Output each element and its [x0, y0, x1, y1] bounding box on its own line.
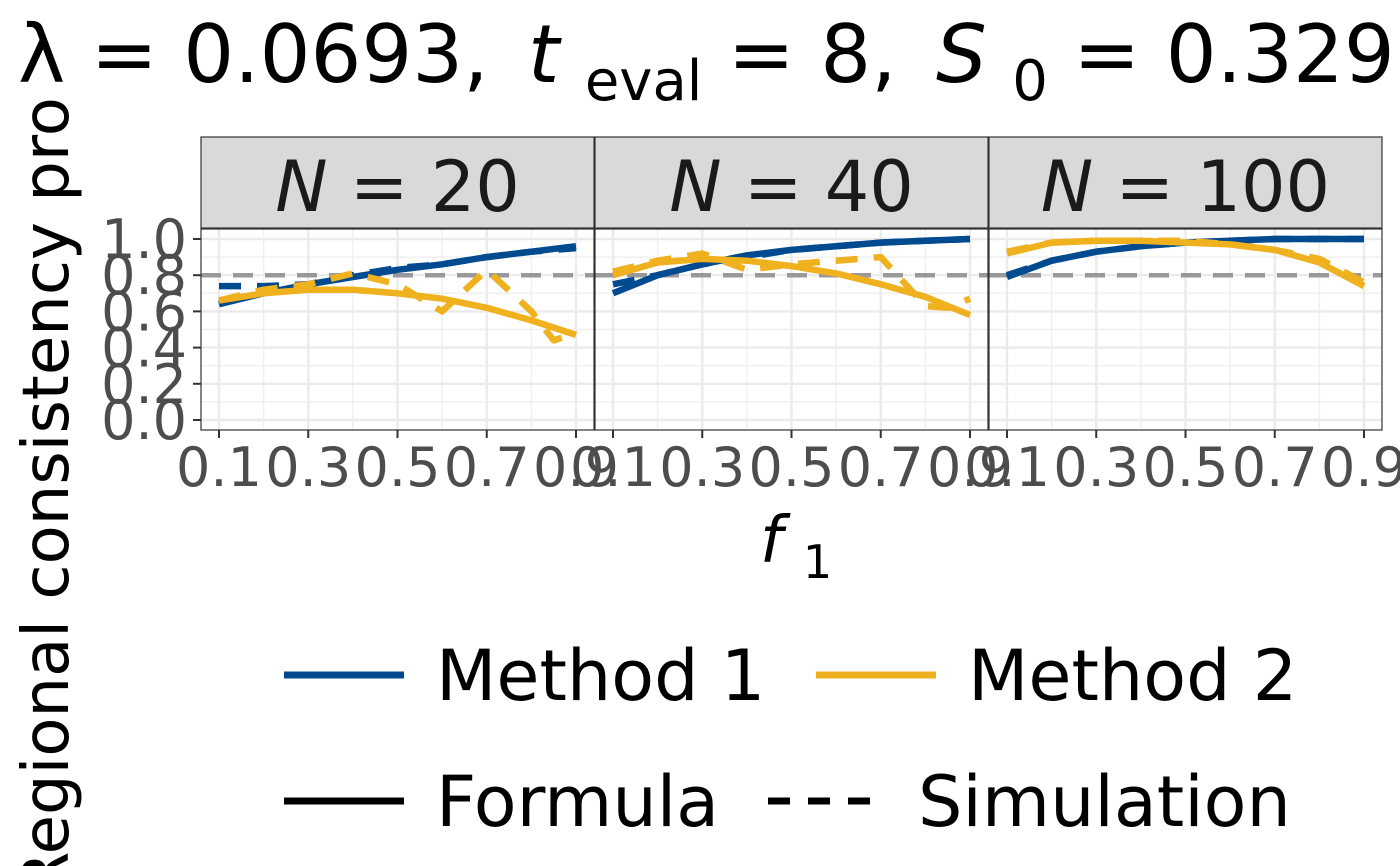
x-tick-label: 0.7: [444, 436, 530, 499]
panels: N = 200.1 0.3 0.5 0.7 0.9N = 400.1 0.3 0.5 0.7 0…: [176, 136, 1400, 499]
x-axis-ticks: 0.1 0.3 0.5 0.7 0.9: [176, 430, 619, 499]
x-tick-label: 0.7: [838, 436, 924, 499]
x-tick-label: 0.3: [265, 436, 351, 499]
facet-strip: [594, 136, 989, 229]
legend-label-simulation: Simulation: [918, 761, 1291, 843]
x-tick-label: 0.7: [1232, 436, 1318, 499]
y-tick-label: 0.8: [101, 244, 187, 307]
series-line-method-2-simulation: [218, 266, 578, 344]
panel-2: N = 40 0.1 0.3 0.5 0.7 0.9: [570, 136, 1013, 499]
x-axis-label-main: f: [760, 504, 791, 578]
y-tick-label: 0.6: [101, 280, 187, 343]
x-tick-label: 0.9: [927, 436, 1013, 499]
panel-1: N = 20 0.1 0.3 0.5 0.7 0.9: [176, 136, 619, 499]
legend-item-method2: Method 2: [816, 635, 1297, 717]
y-axis: 0.00.20.40.60.81.0: [101, 208, 201, 452]
y-axis-label: Regional consistency pro: [10, 97, 84, 866]
y-tick-label: 0.2: [101, 353, 187, 416]
title-s-rest: = 0.329: [1073, 8, 1394, 101]
title-s: S: [936, 8, 987, 101]
title-t-rest: = 8,: [728, 8, 897, 101]
facet-strip-label: N = 20: [275, 146, 520, 228]
facet-strip-label: N = 40: [669, 146, 914, 228]
x-tick-label: 0.5: [1143, 436, 1229, 499]
x-axis-label-sub: 1: [803, 535, 832, 589]
x-tick-label: 0.3: [1053, 436, 1139, 499]
legend-item-simulation: Simulation: [768, 761, 1291, 843]
panel-3: N = 100 0.1 0.3 0.5 0.7 0.9: [964, 136, 1400, 499]
facet-strip-label: N = 100: [1041, 146, 1330, 228]
facet-strip: [200, 136, 595, 229]
legend-label-formula: Formula: [436, 761, 719, 843]
y-tick-label: 0.0: [101, 389, 187, 452]
series-line-method-2-formula: [1006, 237, 1366, 289]
legend-item-method1: Method 1: [284, 635, 765, 717]
chart-title: λ = 0.0693, t eval = 8, S 0 = 0.329: [18, 8, 1395, 119]
y-tick-label: 1.0: [101, 208, 187, 271]
series-line-method-1-formula: [611, 235, 971, 297]
series-line-method-2-formula: [218, 286, 578, 338]
series-line-method-2-simulation: [612, 250, 972, 312]
x-tick-label: 0.5: [749, 436, 835, 499]
title-lambda: λ = 0.0693,: [18, 8, 489, 101]
x-axis-ticks: 0.1 0.3 0.5 0.7 0.9: [964, 430, 1400, 499]
x-tick-label: 0.1: [570, 436, 656, 499]
title-s-sub: 0: [1012, 49, 1048, 114]
x-tick-label: 0.9: [533, 436, 619, 499]
legend: Method 1 Method 2 Formula Simulation: [284, 635, 1297, 843]
x-tick-label: 0.3: [659, 436, 745, 499]
x-tick-label: 0.1: [964, 436, 1050, 499]
title-t: t: [528, 8, 562, 101]
x-tick-label: 0.9: [1321, 436, 1400, 499]
legend-label-method1: Method 1: [436, 635, 765, 717]
facet-strip: [988, 136, 1383, 229]
legend-label-method2: Method 2: [968, 635, 1297, 717]
x-tick-label: 0.5: [355, 436, 441, 499]
x-axis-label: f 1: [760, 504, 832, 589]
series-line-method-1-simulation: [219, 244, 577, 290]
y-tick-label: 0.4: [101, 317, 187, 380]
legend-item-formula: Formula: [284, 761, 719, 843]
x-axis-ticks: 0.1 0.3 0.5 0.7 0.9: [570, 430, 1013, 499]
x-tick-label: 0.1: [176, 436, 262, 499]
title-t-sub: eval: [585, 49, 702, 114]
